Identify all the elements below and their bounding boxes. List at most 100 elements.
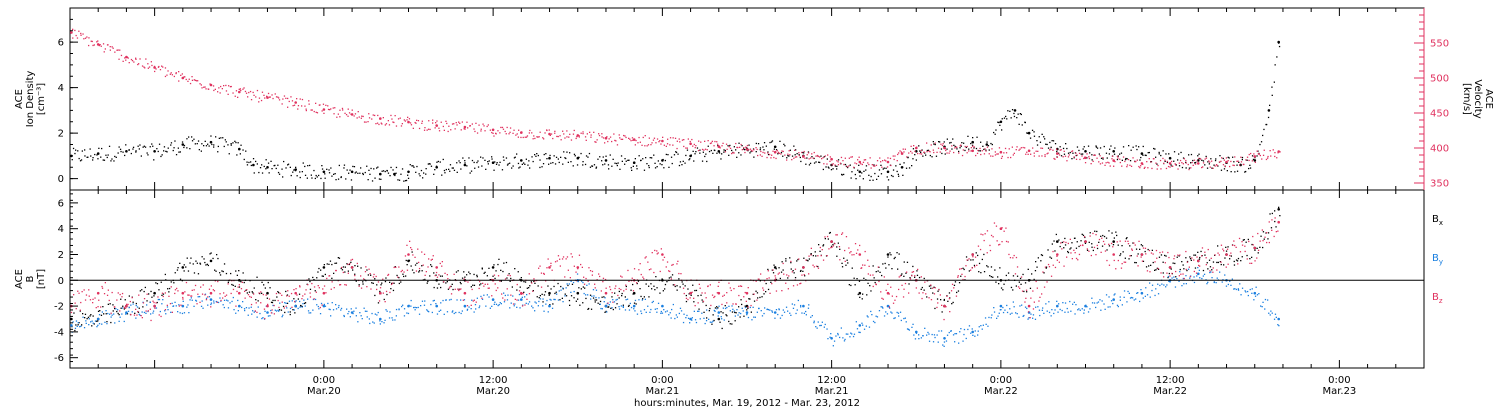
data-point-scatter [1052, 149, 1054, 151]
data-point-scatter [1149, 282, 1151, 284]
data-point-scatter [799, 283, 801, 285]
data-point-scatter [753, 156, 755, 158]
data-point-scatter [403, 275, 405, 278]
data-point-scatter [121, 292, 124, 295]
data-point-scatter [939, 151, 941, 153]
data-point-scatter [1194, 162, 1196, 164]
data-point-scatter [191, 295, 193, 297]
data-point-scatter [884, 159, 886, 161]
data-point-scatter [1242, 239, 1244, 241]
data-point-scatter [262, 317, 264, 319]
data-point-scatter [388, 124, 391, 126]
data-point-scatter [539, 166, 541, 169]
data-point-scatter [1151, 167, 1153, 170]
data-point-scatter [950, 290, 953, 292]
data-point-scatter [699, 287, 701, 289]
data-point-scatter [977, 149, 979, 152]
data-point-scatter [75, 320, 78, 322]
data-point-scatter [266, 297, 268, 299]
data-point-scatter [350, 261, 352, 263]
data-point-scatter [305, 108, 307, 110]
data-point-scatter [1098, 241, 1100, 243]
data-point-scatter [1276, 56, 1278, 58]
data-point-scatter [474, 130, 476, 133]
data-point-scatter [756, 148, 758, 151]
data-point-scatter [297, 307, 299, 310]
data-point-scatter [898, 152, 900, 154]
data-point-scatter [225, 141, 227, 143]
data-point-scatter [660, 143, 662, 145]
data-point-scatter [396, 274, 398, 277]
data-point-scatter [135, 150, 137, 152]
data-point-scatter [1009, 308, 1011, 310]
data-point-scatter [107, 154, 109, 156]
data-point-scatter [252, 91, 254, 94]
data-point-scatter [127, 310, 130, 312]
data-point-scatter [294, 300, 296, 303]
data-point-scatter [402, 304, 404, 306]
data-point-scatter [811, 153, 813, 155]
data-point-scatter [922, 292, 924, 294]
data-point-scatter [425, 173, 427, 175]
data-point-scatter [931, 156, 933, 158]
data-point-scatter [469, 273, 471, 275]
data-point-scatter [1251, 262, 1253, 264]
data-point-scatter [977, 330, 979, 332]
data-point-scatter [108, 145, 111, 147]
data-point-scatter [93, 44, 95, 46]
data-point-scatter [570, 295, 573, 297]
data-point-scatter [410, 265, 412, 267]
data-point-scatter [575, 271, 577, 273]
data-point-scatter [804, 157, 806, 159]
data-point-scatter [926, 296, 928, 298]
data-point-scatter [1164, 262, 1166, 264]
data-point-scatter [384, 301, 386, 303]
data-point-scatter [671, 162, 673, 165]
data-point-scatter [832, 168, 834, 170]
data-point-scatter [1223, 250, 1225, 252]
data-point-scatter [450, 298, 452, 301]
data-point-scatter [634, 158, 636, 160]
data-point-scatter [643, 278, 645, 280]
data-point-scatter [301, 98, 304, 101]
data-point-scatter [437, 160, 439, 163]
data-point-scatter [704, 148, 707, 150]
data-point-scatter [1205, 157, 1208, 159]
data-point-scatter [330, 288, 332, 290]
data-point-scatter [609, 154, 611, 156]
data-point-scatter [834, 165, 837, 167]
data-point [858, 291, 862, 295]
data-point-scatter [1108, 162, 1110, 164]
data-point-scatter [475, 122, 477, 124]
data-point-scatter [460, 299, 462, 301]
data-point-scatter [484, 271, 486, 273]
data-point-scatter [422, 264, 424, 266]
data-point-scatter [618, 290, 620, 293]
data-point-scatter [434, 169, 436, 171]
data-point-scatter [271, 309, 273, 311]
data-point-scatter [1209, 271, 1211, 274]
data-point-scatter [86, 156, 88, 158]
data-point-scatter [98, 147, 100, 149]
data-point-scatter [379, 287, 382, 289]
data-point-scatter [210, 135, 212, 137]
data-point-scatter [643, 169, 646, 171]
data-point-scatter [578, 136, 580, 138]
data-point-scatter [1233, 161, 1235, 163]
data-point-scatter [291, 306, 293, 308]
data-point-scatter [213, 302, 215, 304]
data-point-scatter [164, 75, 167, 78]
data-point-scatter [164, 273, 166, 276]
data-point-scatter [644, 135, 646, 137]
data-point-scatter [597, 302, 599, 304]
data-point-scatter [940, 148, 943, 150]
data-point-scatter [757, 143, 760, 145]
data-point-scatter [467, 281, 469, 283]
data-point-scatter [771, 269, 773, 271]
data-point-scatter [1082, 244, 1084, 247]
data-point-scatter [503, 159, 505, 161]
data-point-scatter [436, 287, 439, 289]
data-point-scatter [237, 96, 239, 98]
data-point-scatter [1218, 161, 1221, 163]
data-point-scatter [553, 298, 555, 301]
